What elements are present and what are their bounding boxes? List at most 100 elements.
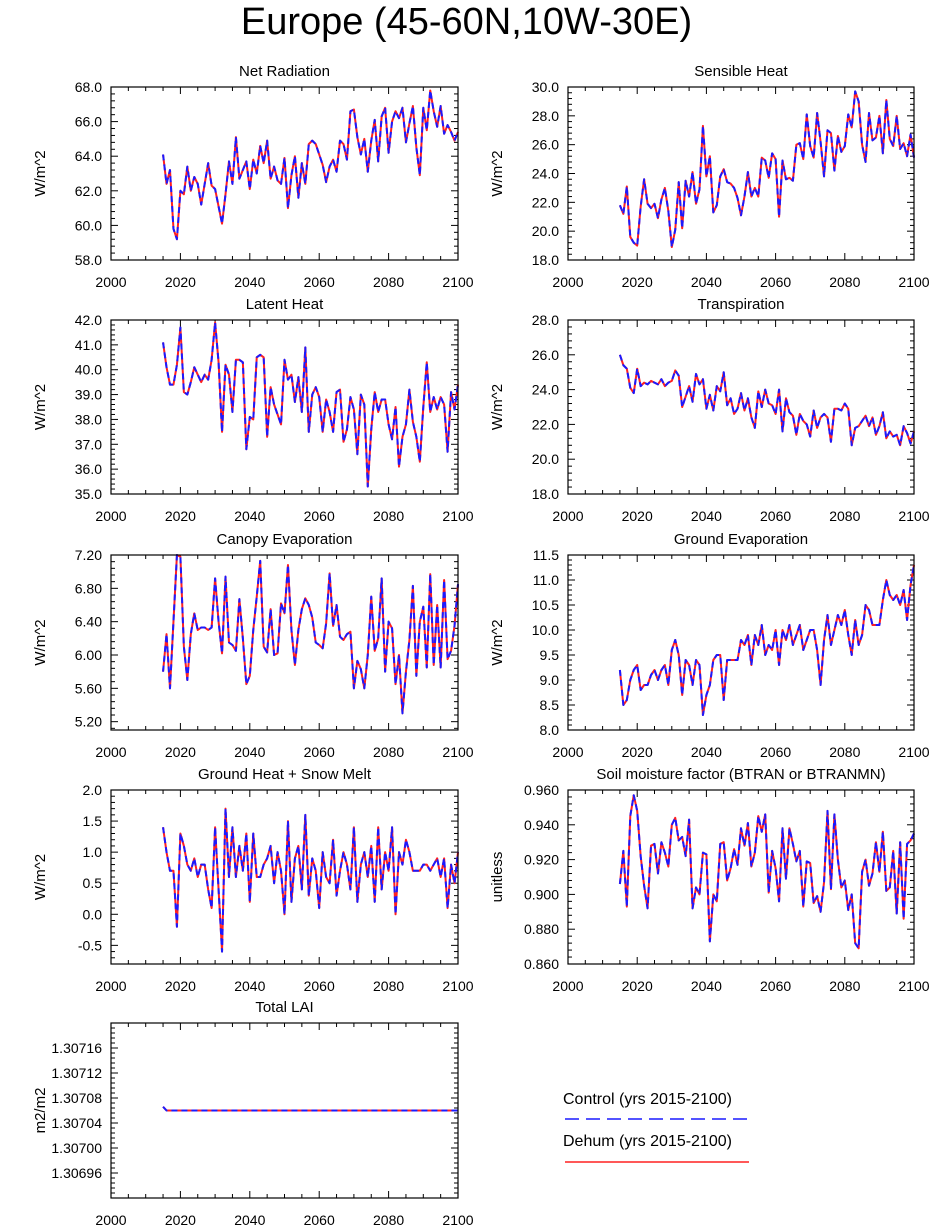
y-tick-label: 0.0 — [83, 906, 103, 922]
panel-title: Canopy Evaporation — [217, 531, 353, 548]
y-tick-label: 24.0 — [532, 166, 559, 182]
y-tick-label: 1.30696 — [51, 1165, 102, 1181]
x-tick-label: 2000 — [552, 744, 583, 760]
x-tick-label: 2100 — [898, 978, 929, 994]
x-tick-label: 2020 — [622, 508, 653, 524]
series-control-line — [162, 1106, 458, 1112]
y-tick-label: 5.60 — [75, 680, 102, 696]
y-tick-label: 0.940 — [524, 817, 559, 833]
y-axis-label: W/m^2 — [32, 854, 49, 900]
panel-title: Latent Heat — [246, 296, 324, 313]
y-tick-label: 0.5 — [83, 875, 103, 891]
y-tick-label: 1.30716 — [51, 1040, 102, 1056]
panel-title: Ground Evaporation — [674, 531, 808, 548]
x-tick-label: 2000 — [552, 978, 583, 994]
y-tick-label: 0.880 — [524, 921, 559, 937]
y-tick-label: 22.0 — [532, 194, 559, 210]
y-tick-label: 41.0 — [75, 337, 102, 353]
y-axis-label: W/m^2 — [489, 150, 506, 196]
y-tick-label: 62.0 — [75, 183, 102, 199]
x-tick-label: 2060 — [304, 1212, 335, 1228]
y-tick-label: 64.0 — [75, 148, 102, 164]
plot-frame — [567, 789, 915, 965]
y-tick-label: 0.860 — [524, 956, 559, 972]
y-tick-label: 5.20 — [75, 714, 102, 730]
y-axis-label: m2/m2 — [32, 1088, 49, 1134]
plot-frame — [110, 319, 459, 495]
x-tick-label: 2100 — [442, 978, 473, 994]
panel-6: Ground Heat + Snow Melt W/m^2 2000 2020 2040… — [32, 766, 474, 994]
x-tick-label: 2060 — [760, 274, 791, 290]
panel-title: Total LAI — [255, 999, 313, 1016]
y-tick-label: 28.0 — [532, 312, 559, 328]
y-tick-label: 6.80 — [75, 580, 102, 596]
panel-0: Net Radiation W/m^2 2000 2020 2040 2060 2080 21… — [32, 63, 474, 290]
panel-title: Ground Heat + Snow Melt — [198, 766, 372, 783]
y-tick-label: -0.5 — [78, 937, 102, 953]
x-tick-label: 2080 — [829, 274, 860, 290]
x-tick-label: 2000 — [95, 1212, 126, 1228]
panel-title: Transpiration — [698, 296, 785, 313]
x-tick-label: 2020 — [165, 744, 196, 760]
x-tick-label: 2040 — [691, 978, 722, 994]
y-tick-label: 38.0 — [75, 411, 102, 427]
x-tick-label: 2000 — [552, 508, 583, 524]
series-control-line — [162, 89, 459, 241]
y-tick-label: 10.0 — [532, 622, 559, 638]
x-tick-label: 2020 — [622, 274, 653, 290]
series-control-line — [618, 564, 915, 716]
panel-3: Transpiration W/m^2 2000 2020 2040 2060 2080 21… — [489, 296, 930, 524]
figure-title: Europe (45-60N,10W-30E) — [240, 1, 693, 43]
plot-frame — [567, 86, 915, 261]
x-tick-label: 2040 — [234, 744, 265, 760]
y-axis-label: W/m^2 — [32, 384, 49, 430]
panel-1: Sensible Heat W/m^2 2000 2020 2040 2060 2080 21… — [489, 63, 930, 290]
y-tick-label: 35.0 — [75, 486, 102, 502]
panel-7: Soil moisture factor (BTRAN or BTRANMN) u… — [489, 766, 930, 994]
x-tick-label: 2060 — [304, 978, 335, 994]
panel-title: Sensible Heat — [694, 63, 788, 80]
series-dehum-line — [162, 89, 459, 241]
y-tick-label: 30.0 — [532, 79, 559, 95]
series-control-line — [162, 807, 459, 953]
y-tick-label: 28.0 — [532, 108, 559, 124]
y-axis-label: W/m^2 — [32, 619, 49, 665]
plot-frame — [110, 1022, 459, 1199]
panel-2: Latent Heat W/m^2 2000 2020 2040 2060 2080 2100… — [32, 296, 474, 524]
series-control-line — [618, 794, 915, 950]
y-tick-label: 20.0 — [532, 451, 559, 467]
y-tick-label: 68.0 — [75, 79, 102, 95]
legend-label-dehum: Dehum (yrs 2015-2100) — [563, 1133, 732, 1150]
plot-frame — [110, 554, 459, 731]
x-tick-label: 2100 — [898, 508, 929, 524]
x-tick-label: 2000 — [95, 978, 126, 994]
x-tick-label: 2080 — [373, 274, 404, 290]
y-tick-label: 9.0 — [540, 672, 560, 688]
x-tick-label: 2020 — [165, 274, 196, 290]
y-tick-label: 11.5 — [533, 547, 559, 563]
x-tick-label: 2060 — [304, 744, 335, 760]
y-tick-label: 2.0 — [83, 782, 103, 798]
x-tick-label: 2100 — [442, 274, 473, 290]
y-tick-label: 8.0 — [540, 722, 560, 738]
x-tick-label: 2080 — [829, 508, 860, 524]
x-tick-label: 2080 — [373, 1212, 404, 1228]
y-tick-label: 1.30704 — [51, 1115, 102, 1131]
x-tick-label: 2000 — [95, 744, 126, 760]
x-tick-label: 2000 — [95, 274, 126, 290]
y-tick-label: 58.0 — [75, 252, 102, 268]
y-tick-label: 7.20 — [75, 547, 102, 563]
x-tick-label: 2020 — [622, 978, 653, 994]
x-tick-label: 2060 — [760, 744, 791, 760]
x-tick-label: 2000 — [552, 274, 583, 290]
y-tick-label: 9.5 — [540, 647, 560, 663]
y-tick-label: 1.30700 — [51, 1140, 102, 1156]
plot-frame — [567, 319, 915, 495]
x-tick-label: 2080 — [373, 508, 404, 524]
x-tick-label: 2040 — [691, 508, 722, 524]
x-tick-label: 2080 — [373, 744, 404, 760]
y-tick-label: 26.0 — [532, 347, 559, 363]
panel-title: Net Radiation — [239, 63, 330, 80]
x-tick-label: 2100 — [898, 274, 929, 290]
y-tick-label: 1.30712 — [51, 1065, 102, 1081]
